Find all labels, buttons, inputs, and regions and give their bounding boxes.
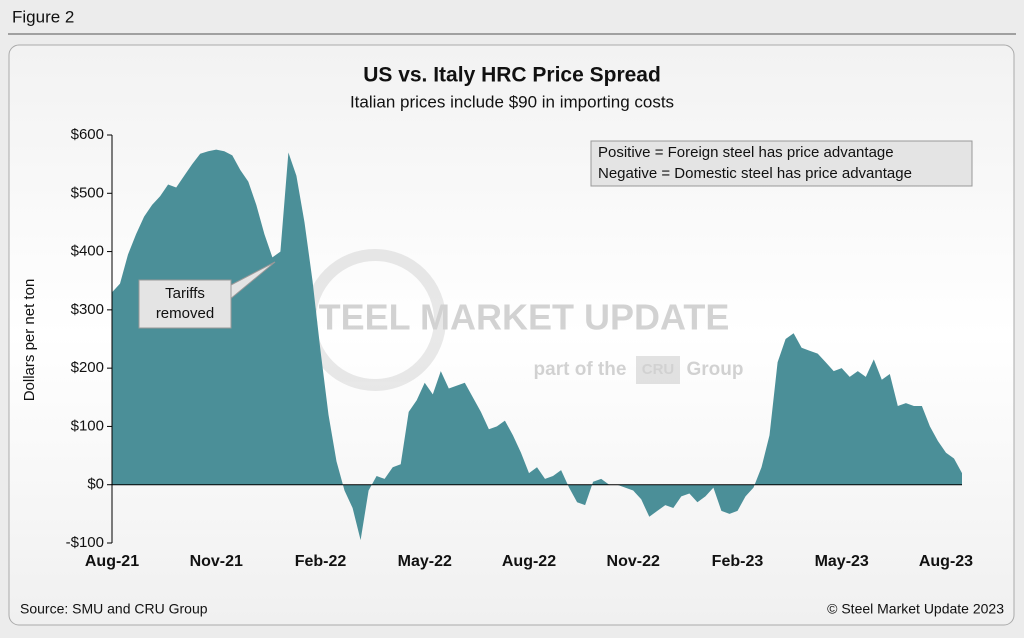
y-tick-label: $300	[71, 301, 104, 318]
figure-label: Figure 2	[12, 7, 74, 26]
x-tick-label: Feb-22	[295, 553, 347, 570]
watermark-text: Group	[687, 359, 744, 380]
watermark-text: part of the	[534, 359, 627, 380]
y-tick-label: $500	[71, 184, 104, 201]
annotation-text: removed	[156, 305, 214, 322]
y-tick-label: $100	[71, 417, 104, 434]
x-tick-label: May-22	[398, 553, 452, 570]
annotation-box	[138, 279, 232, 329]
watermark-text: CRU	[642, 361, 675, 378]
plot: -$100 $0 $100 $200 $300 $400 $500 $600 Aug-21 Nov…	[66, 126, 974, 570]
y-tick-label: $600	[71, 126, 104, 143]
watermark-text: STEEL MARKET UPDATE	[295, 297, 730, 338]
x-tick-label: Aug-23	[919, 553, 973, 570]
area	[112, 149, 962, 541]
legend-box	[590, 140, 973, 187]
watermark-box	[636, 356, 680, 384]
x-tick-label: Nov-21	[190, 553, 243, 570]
x-tick-label: May-23	[815, 553, 869, 570]
x-tick-label: Aug-21	[85, 553, 139, 570]
annotation-text: Tariffs	[165, 285, 205, 302]
x-tick-label: Nov-22	[607, 553, 660, 570]
chart-title: US vs. Italy HRC Price Spread	[363, 64, 661, 87]
y-tick-label: $0	[87, 476, 104, 493]
y-tick-label: $400	[71, 243, 104, 260]
watermark: STEEL MARKET UPDATE part of the CRU Grou…	[295, 249, 744, 391]
y-tick-label: $200	[71, 359, 104, 376]
y-tick-label: -$100	[66, 534, 104, 551]
copyright: © Steel Market Update 2023	[827, 601, 1004, 617]
legend-note: Negative = Domestic steel has price adva…	[598, 165, 912, 182]
x-tick-label: Feb-23	[712, 553, 764, 570]
source: Source: SMU and CRU Group	[20, 601, 208, 617]
x-tick-label: Aug-22	[502, 553, 556, 570]
legend-note: Positive = Foreign steel has price advan…	[598, 144, 894, 161]
chart-subtitle: Italian prices include $90 in importing …	[350, 92, 674, 111]
y-axis-label: Dollars per net ton	[21, 279, 38, 402]
